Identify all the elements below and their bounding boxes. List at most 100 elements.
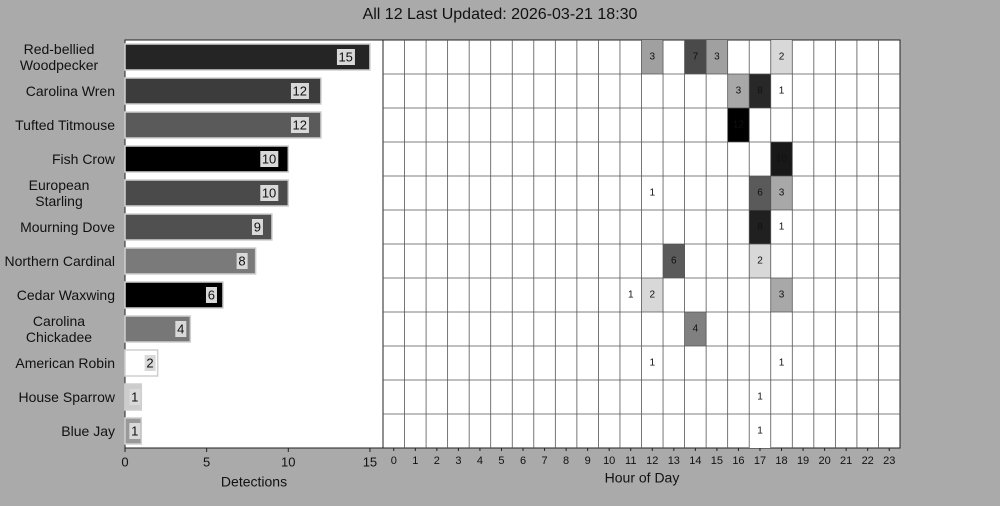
value-label: 8 [238,253,245,268]
x-tick-label: 10 [603,455,615,467]
value-label-bg [205,287,217,303]
x-axis-label: Detections [221,474,287,490]
heat-cell [749,74,771,108]
category-label: Northern Cardinal [4,253,116,269]
value-label: 15 [338,49,352,64]
heat-cell [770,346,793,380]
heat-cell [727,108,750,142]
x-tick-label: 0 [391,455,397,467]
x-tick-label: 13 [668,455,680,467]
value-label-bg [260,185,279,201]
category-label: Blue Jay [61,423,115,439]
x-tick-label: 2 [434,455,440,467]
x-tick-label: 1 [412,455,418,467]
x-axis-label: Hour of Day [605,470,680,486]
y-tick-label: Northern Cardinal [5,244,116,278]
value-label-bg [260,151,279,167]
y-tick-label: Blue Jay [61,414,115,448]
x-tick-label: 3 [455,455,461,467]
category-label: Tufted Titmouse [15,117,115,133]
value-label-bg [290,117,309,133]
chart-title: All 12 Last Updated: 2026-03-21 18:30 [363,6,638,23]
category-label: Cedar Waxwing [16,287,115,303]
x-tick-label: 10 [281,454,295,469]
y-tick-label: American Robin [15,346,115,380]
y-tick-label: Cedar Waxwing [17,278,115,312]
x-tick-label: 18 [775,455,787,467]
bar [124,247,257,275]
bar [124,213,273,241]
cell-label: 3 [779,188,785,199]
cell-label: 3 [779,290,785,301]
heat-cell [706,40,728,74]
cell-label: 1 [779,222,785,233]
bar [124,111,322,139]
heat-cell [684,40,707,74]
cell-label: 3 [714,52,720,63]
value-label-bg [251,219,263,235]
bar [124,43,371,71]
heat-cell [727,74,750,108]
x-tick-label: 7 [542,455,548,467]
cell-label: 6 [757,188,763,199]
cell-label: 1 [779,358,785,369]
x-tick-label: 21 [840,455,852,467]
cell-label: 2 [757,256,763,267]
value-label-bg [144,355,156,371]
y-tick-label: House Sparrow [19,380,116,414]
cell-label: 2 [779,52,785,63]
heat-cell [619,278,642,312]
heat-cell [641,278,664,312]
heat-cell [770,210,793,244]
value-label-bg [129,423,141,439]
cell-label: 3 [736,86,742,97]
x-tick-label: 11 [625,455,636,467]
heat-cell [749,414,771,448]
value-label-bg [175,321,187,337]
heat-cell [641,176,664,210]
x-tick-label: 5 [498,455,504,467]
value-label: 10 [262,185,276,200]
value-label-bg [236,253,248,269]
heat-cell [749,244,771,278]
y-tick-label: Mourning Dove [20,210,115,244]
x-tick-label: 12 [646,455,658,467]
value-label: 9 [254,219,261,234]
heat-cell [641,346,664,380]
bar [124,77,322,105]
cell-label: 1 [628,290,634,301]
x-tick-label: 0 [121,454,128,469]
heat-cell [663,244,685,278]
cell-label: 6 [671,256,677,267]
value-label: 10 [262,151,276,166]
cell-label: 1 [649,188,655,199]
x-tick-label: 15 [363,454,377,469]
x-tick-label: 5 [203,454,210,469]
cell-label: 10 [776,154,788,165]
y-tick-label: European Starling [3,176,115,210]
category-label: Carolina Chickadee [25,313,93,345]
x-tick-label: 17 [754,455,766,467]
heat-cell [749,210,771,244]
cell-label: 1 [757,426,763,437]
x-tick-label: 4 [477,455,483,467]
value-label-bg [336,49,355,65]
cell-label: 8 [757,86,763,97]
x-tick-label: 16 [732,455,744,467]
heat-cell [684,312,707,346]
cell-label: 1 [779,86,785,97]
cell-label: 1 [649,358,655,369]
heat-cell [770,142,793,176]
heat-cell [770,40,793,74]
x-tick-label: 6 [520,455,526,467]
category-label: Red-bellied Woodpecker [19,41,99,73]
y-tick-label: Carolina Wren [26,74,115,108]
category-label: Carolina Wren [25,83,115,99]
category-label: Fish Crow [51,151,115,167]
cell-label: 2 [649,290,655,301]
value-label: 1 [131,423,138,438]
category-label: European Starling [28,177,90,209]
value-label-bg [290,83,309,99]
